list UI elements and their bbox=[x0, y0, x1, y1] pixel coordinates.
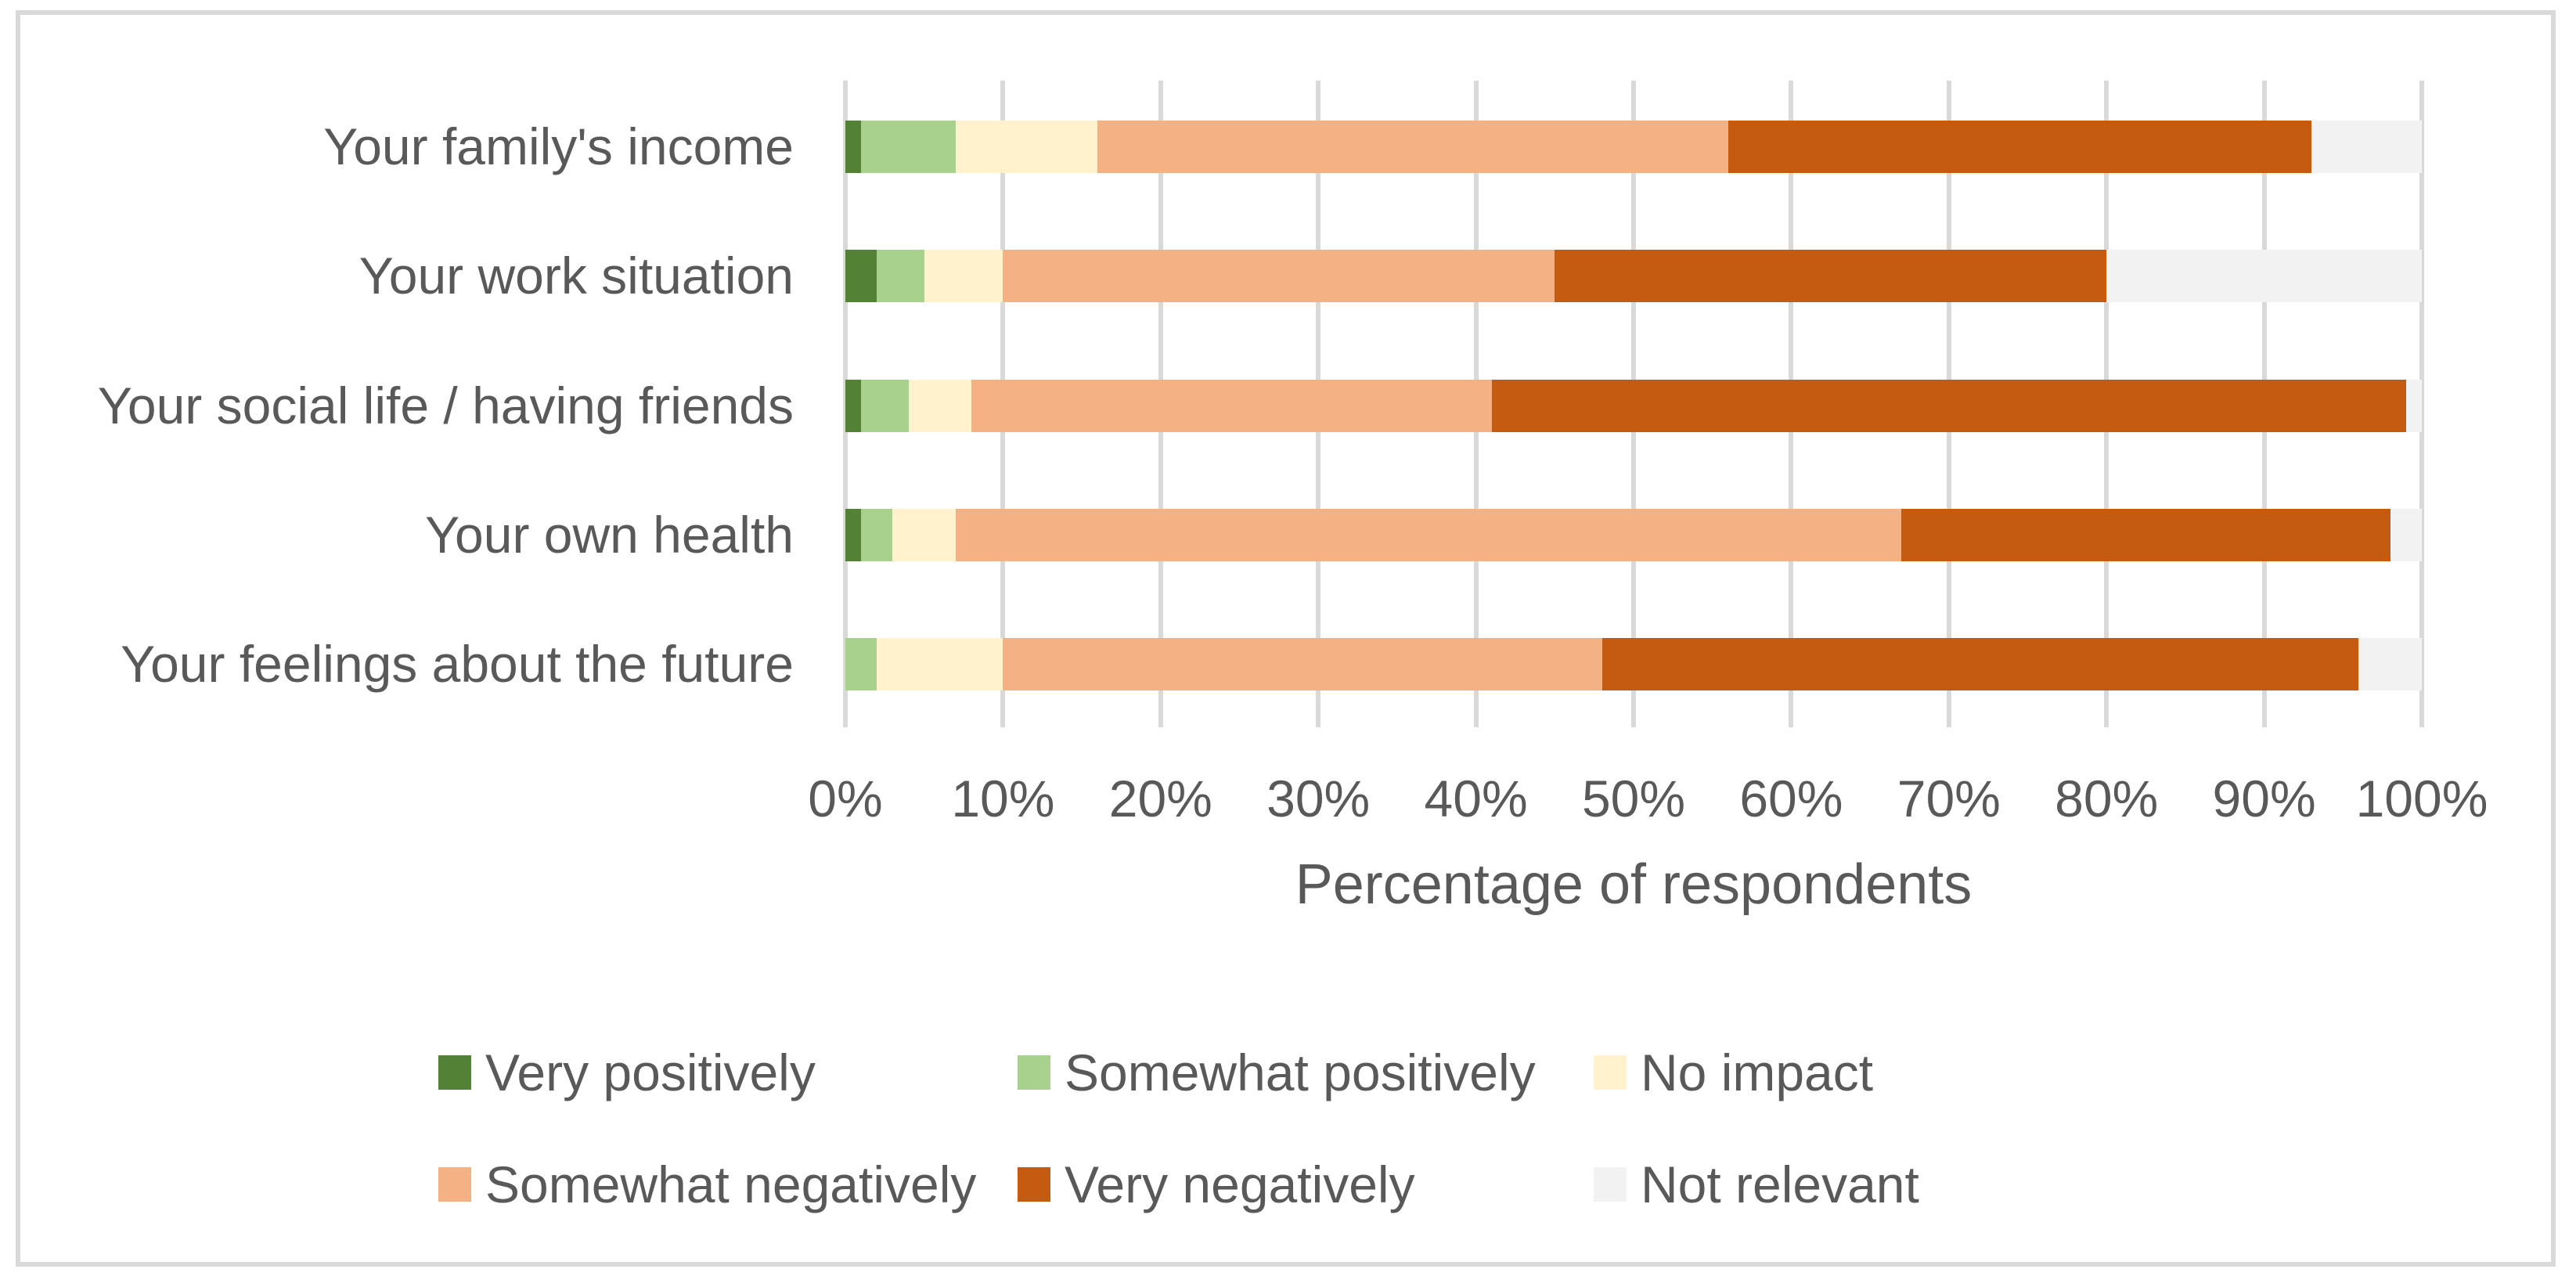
legend-swatch-icon bbox=[1594, 1055, 1627, 1090]
bar-segment-very-negatively bbox=[1601, 638, 2359, 690]
legend-swatch-icon bbox=[1594, 1167, 1627, 1202]
category-label: Your family's income bbox=[323, 117, 794, 175]
x-axis-title: Percentage of respondents bbox=[1295, 853, 1973, 916]
legend-label: Very negatively bbox=[1065, 1155, 1415, 1213]
bar-segment-not-relevant bbox=[2106, 250, 2422, 302]
bar-segment-somewhat-negatively bbox=[1097, 121, 1728, 173]
legend-item-somewhat-negatively: Somewhat negatively bbox=[438, 1153, 976, 1216]
bar-segment-not-relevant bbox=[2358, 638, 2422, 690]
bar-segment-no-impact bbox=[924, 250, 1003, 302]
legend-swatch-icon bbox=[438, 1167, 471, 1202]
legend-label: Not relevant bbox=[1641, 1155, 1919, 1213]
bar-segment-somewhat-negatively bbox=[1003, 250, 1555, 302]
x-tick-label: 90% bbox=[2212, 770, 2316, 827]
category-label: Your own health bbox=[425, 506, 794, 564]
x-tick-label: 30% bbox=[1266, 770, 1371, 827]
x-tick-label: 80% bbox=[2055, 770, 2159, 827]
x-tick-label: 60% bbox=[1739, 770, 1843, 827]
x-tick-label: 70% bbox=[1897, 770, 2001, 827]
bar-segment-somewhat-positively bbox=[877, 250, 924, 302]
x-tick-label: 50% bbox=[1581, 770, 1686, 827]
x-tick-label: 40% bbox=[1424, 770, 1528, 827]
bar-segment-somewhat-positively bbox=[861, 380, 909, 432]
bar-segment-no-impact bbox=[908, 380, 972, 432]
bar-row bbox=[845, 638, 2422, 690]
bar-segment-very-positively bbox=[845, 509, 862, 561]
bar-segment-somewhat-negatively bbox=[971, 380, 1492, 432]
bar-segment-very-positively bbox=[845, 380, 862, 432]
bar-segment-very-negatively bbox=[1491, 380, 2406, 432]
bar-segment-somewhat-positively bbox=[861, 509, 893, 561]
legend-item-somewhat-positively: Somewhat positively bbox=[1018, 1041, 1536, 1104]
bar-segment-not-relevant bbox=[2311, 121, 2422, 173]
legend-item-very-negatively: Very negatively bbox=[1018, 1153, 1415, 1216]
legend-label: Somewhat positively bbox=[1065, 1044, 1536, 1101]
x-tick-label: 20% bbox=[1108, 770, 1212, 827]
x-tick-label: 100% bbox=[2355, 770, 2488, 827]
bar-segment-somewhat-positively bbox=[861, 121, 956, 173]
x-tick-label: 0% bbox=[808, 770, 883, 827]
bar-segment-no-impact bbox=[877, 638, 1003, 690]
bar-row bbox=[845, 250, 2422, 302]
bar-row bbox=[845, 121, 2422, 173]
legend-swatch-icon bbox=[1018, 1167, 1050, 1202]
legend-label: Very positively bbox=[485, 1044, 816, 1101]
bar-segment-not-relevant bbox=[2390, 509, 2422, 561]
bar-segment-very-negatively bbox=[1728, 121, 2311, 173]
x-tick-label: 10% bbox=[951, 770, 1055, 827]
legend-label: Somewhat negatively bbox=[485, 1155, 977, 1213]
category-label: Your feelings about the future bbox=[121, 635, 794, 693]
bar-segment-very-negatively bbox=[1901, 509, 2390, 561]
bar-row bbox=[845, 509, 2422, 561]
bar-segment-somewhat-negatively bbox=[1003, 638, 1602, 690]
bar-segment-no-impact bbox=[955, 121, 1098, 173]
bar-segment-very-positively bbox=[845, 121, 862, 173]
legend-item-very-positively: Very positively bbox=[438, 1041, 816, 1104]
category-label: Your social life / having friends bbox=[97, 377, 794, 434]
bar-segment-no-impact bbox=[892, 509, 956, 561]
legend-swatch-icon bbox=[1018, 1055, 1050, 1090]
bar-segment-very-positively bbox=[845, 250, 877, 302]
bar-row bbox=[845, 380, 2422, 432]
bar-segment-not-relevant bbox=[2405, 380, 2422, 432]
legend-item-no-impact: No impact bbox=[1594, 1041, 1873, 1104]
legend-item-not-relevant: Not relevant bbox=[1594, 1153, 1919, 1216]
bar-segment-somewhat-negatively bbox=[955, 509, 1902, 561]
legend-label: No impact bbox=[1641, 1044, 1874, 1101]
category-label: Your work situation bbox=[358, 247, 794, 305]
bar-segment-very-negatively bbox=[1555, 250, 2107, 302]
gridline bbox=[2419, 81, 2424, 727]
legend-swatch-icon bbox=[438, 1055, 471, 1090]
bar-segment-somewhat-positively bbox=[845, 638, 877, 690]
